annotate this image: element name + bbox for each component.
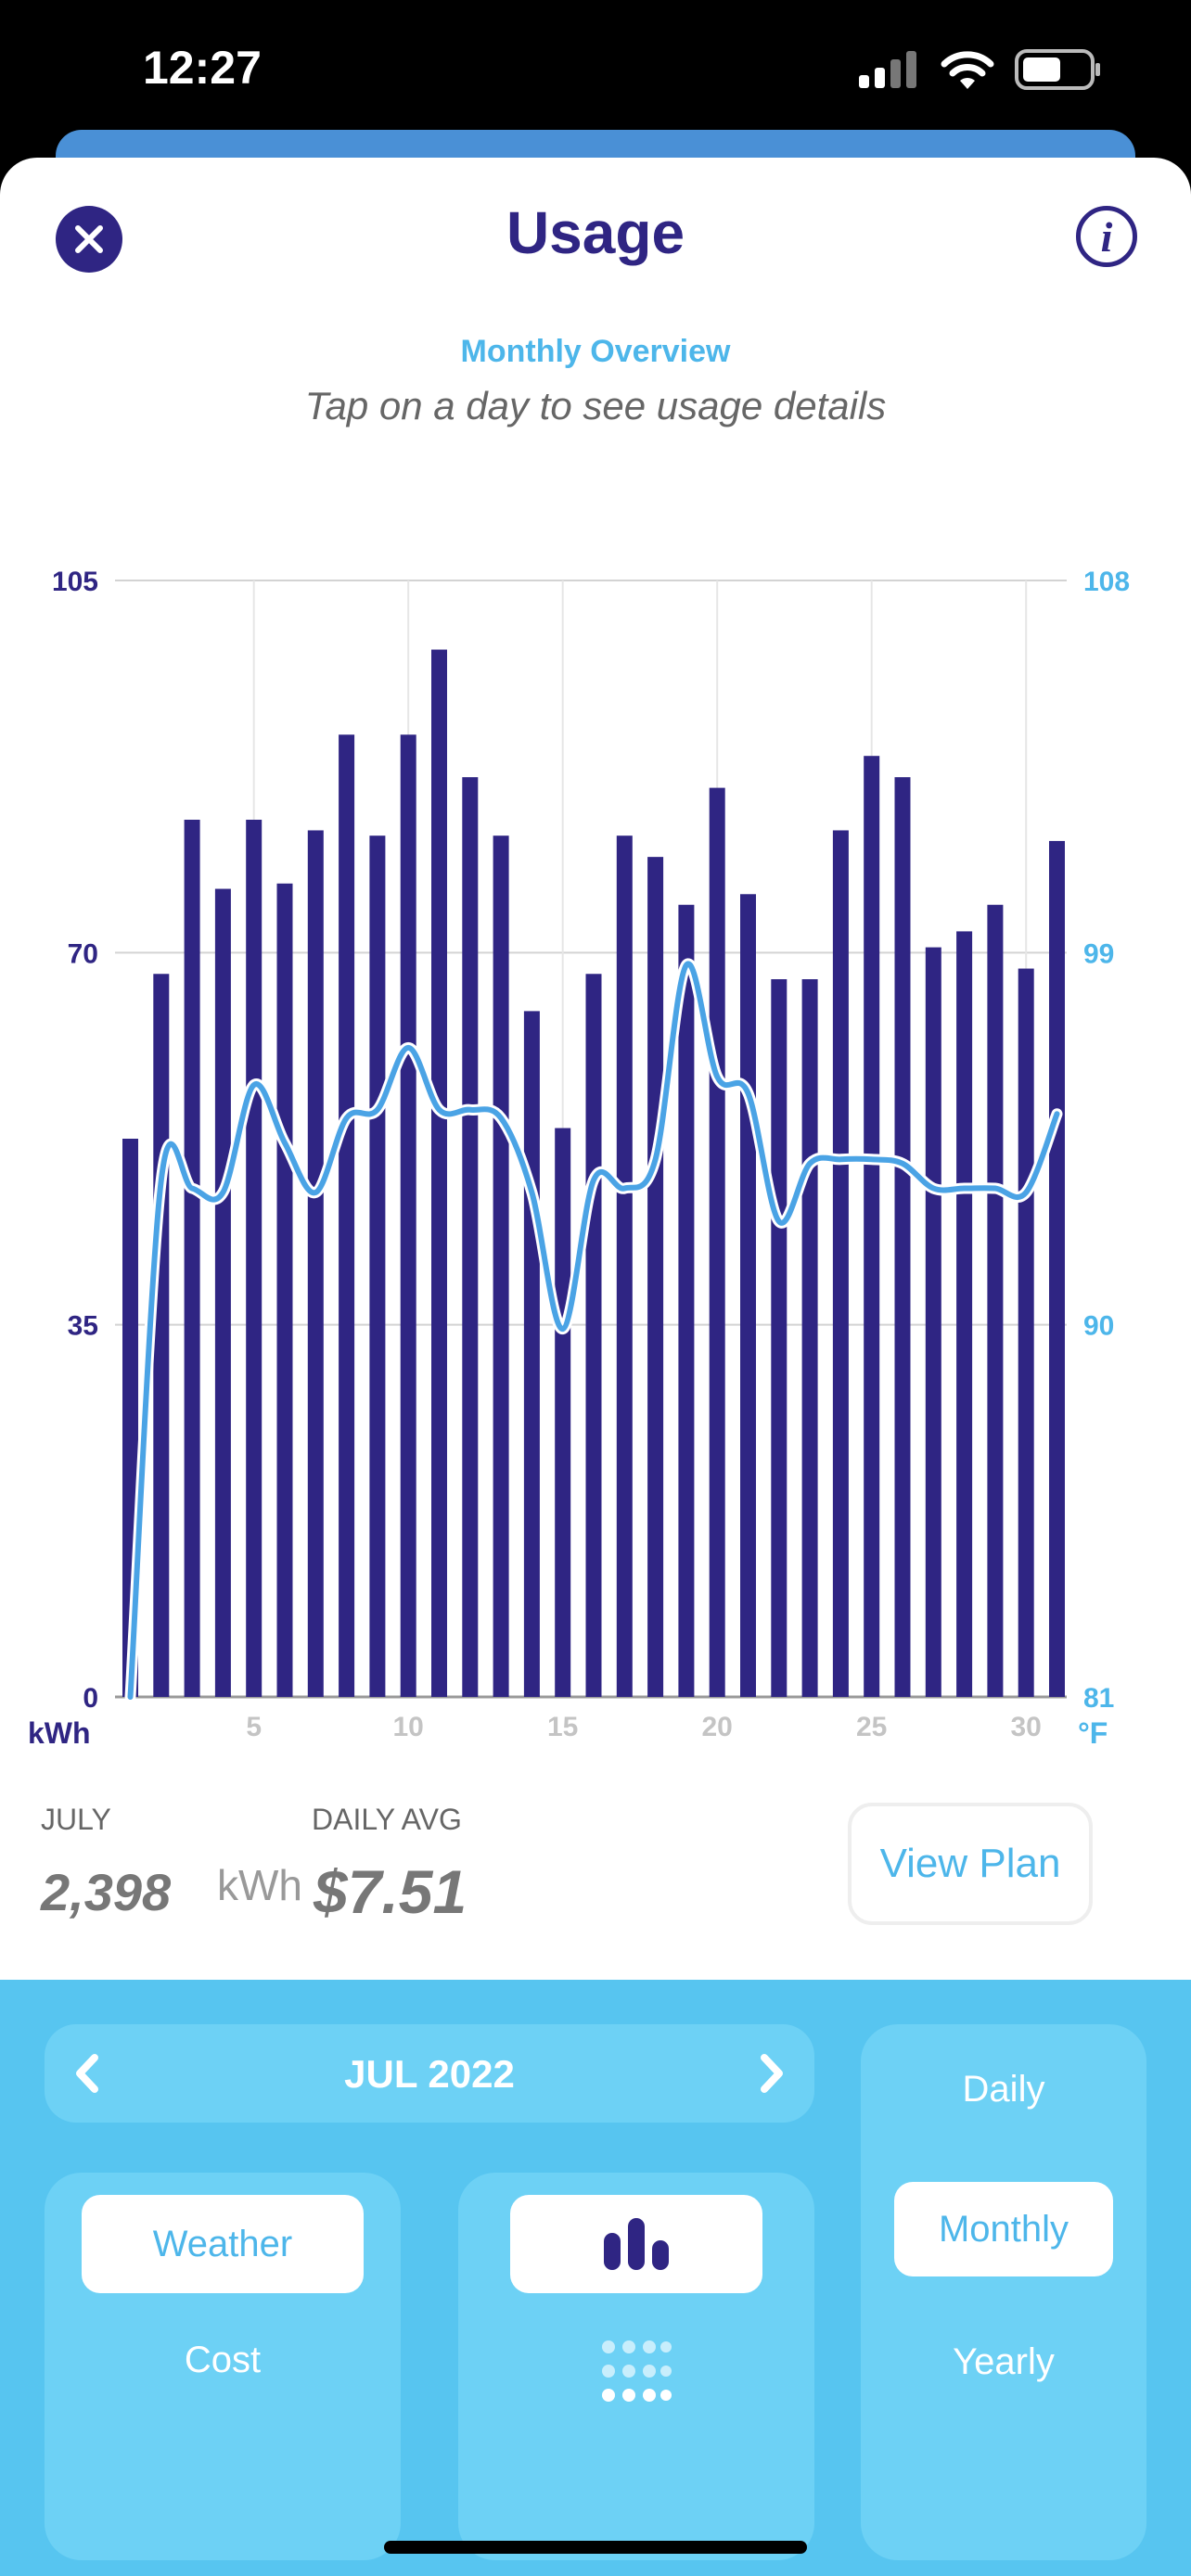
- status-bar: 12:27: [0, 0, 1191, 139]
- usage-bar: [555, 1128, 571, 1697]
- y-left-tick-label: 105: [52, 567, 98, 597]
- month-selector: JUL 2022: [45, 2024, 814, 2123]
- usage-bar: [1018, 968, 1034, 1697]
- usage-bar: [369, 835, 386, 1697]
- usage-bar: [307, 830, 324, 1697]
- weather-option[interactable]: Weather: [82, 2195, 364, 2293]
- y-left-unit-label: kWh: [28, 1716, 91, 1750]
- cellular-signal-icon: [859, 51, 916, 88]
- usage-bar: [493, 835, 509, 1697]
- usage-bar: [462, 777, 479, 1697]
- x-tick-label: 20: [702, 1712, 733, 1742]
- usage-bar: [956, 931, 973, 1697]
- usage-bar: [771, 979, 788, 1697]
- chevron-right-icon[interactable]: [746, 2048, 796, 2098]
- chart-hint: Tap on a day to see usage details: [304, 384, 887, 427]
- month-total-label: JULY: [41, 1803, 111, 1836]
- usage-bar: [864, 756, 880, 1697]
- usage-bar: [740, 894, 756, 1697]
- y-right-tick-label: 108: [1083, 567, 1130, 597]
- view-plan-button[interactable]: View Plan: [848, 1803, 1093, 1925]
- chart-controls: JUL 2022 Weather Cost: [0, 1980, 1191, 2576]
- usage-bar: [153, 974, 170, 1697]
- usage-bar: [709, 787, 725, 1697]
- sheet-header: Usage i: [0, 158, 1191, 315]
- y-left-tick-label: 0: [83, 1683, 98, 1714]
- usage-bar: [647, 857, 664, 1697]
- x-tick-label: 10: [393, 1712, 424, 1742]
- view-toggle: [458, 2173, 814, 2560]
- battery-icon: [1015, 49, 1100, 90]
- usage-bar: [339, 734, 355, 1698]
- close-icon: [75, 225, 103, 253]
- usage-chart[interactable]: 5 10 15 20 25 30 0 35 70 105 81 90 99 108 kWh °F: [0, 158, 1191, 1790]
- y-right-tick-label: 81: [1083, 1683, 1114, 1714]
- usage-bar: [246, 820, 263, 1697]
- usage-bar: [987, 904, 1004, 1697]
- usage-bar: [925, 947, 941, 1697]
- temperature-line: [127, 961, 1060, 1700]
- status-time: 12:27: [143, 42, 262, 94]
- usage-bar: [1049, 840, 1065, 1697]
- info-button[interactable]: i: [1076, 206, 1137, 267]
- status-icons: [859, 46, 1102, 93]
- y-right-unit-label: °F: [1078, 1716, 1108, 1750]
- usage-bar: [184, 820, 200, 1697]
- usage-bar: [894, 777, 911, 1697]
- month-total-unit: kWh: [217, 1861, 302, 1909]
- daily-avg-value: $7.51: [314, 1857, 467, 1926]
- y-left-tick-label: 70: [68, 938, 98, 969]
- grid-dots-icon: [602, 2340, 672, 2402]
- month-label: JUL 2022: [344, 2052, 515, 2096]
- grid-view-option[interactable]: [601, 2340, 672, 2404]
- usage-bar: [801, 979, 818, 1697]
- cost-option[interactable]: Cost: [184, 2340, 262, 2380]
- y-left-tick-label: 35: [68, 1311, 98, 1342]
- wifi-icon: [941, 51, 994, 89]
- x-tick-label: 15: [547, 1712, 578, 1742]
- usage-bar: [276, 883, 293, 1697]
- bar-chart-icon: [604, 2218, 669, 2270]
- usage-bar: [678, 904, 695, 1697]
- usage-bar: [523, 1011, 540, 1697]
- bar-view-option[interactable]: [510, 2195, 762, 2293]
- x-tick-label: 30: [1011, 1712, 1042, 1742]
- period-toggle: Daily Monthly Yearly: [861, 2024, 1146, 2560]
- chart-subtitle: Monthly Overview: [460, 334, 731, 369]
- usage-bar: [832, 830, 849, 1697]
- usage-bar: [431, 649, 447, 1697]
- month-total-value: 2,398: [41, 1863, 172, 1921]
- y-right-tick-label: 90: [1083, 1311, 1114, 1342]
- y-right-tick-label: 99: [1083, 938, 1114, 969]
- x-tick-label: 5: [246, 1712, 262, 1742]
- yearly-option[interactable]: Yearly: [953, 2341, 1055, 2382]
- daily-option[interactable]: Daily: [962, 2069, 1045, 2110]
- usage-bar: [400, 734, 416, 1698]
- info-icon: i: [1100, 212, 1113, 261]
- close-button[interactable]: [56, 206, 122, 273]
- home-indicator: [384, 2541, 807, 2554]
- metric-toggle: Weather Cost: [45, 2173, 401, 2560]
- chevron-left-icon[interactable]: [63, 2048, 113, 2098]
- usage-bar: [214, 888, 231, 1697]
- daily-avg-label: DAILY AVG: [312, 1803, 462, 1836]
- monthly-option[interactable]: Monthly: [894, 2182, 1113, 2276]
- usage-bar: [585, 974, 602, 1697]
- usage-bar: [616, 835, 633, 1697]
- page-title: Usage: [506, 199, 685, 266]
- x-tick-label: 25: [856, 1712, 887, 1742]
